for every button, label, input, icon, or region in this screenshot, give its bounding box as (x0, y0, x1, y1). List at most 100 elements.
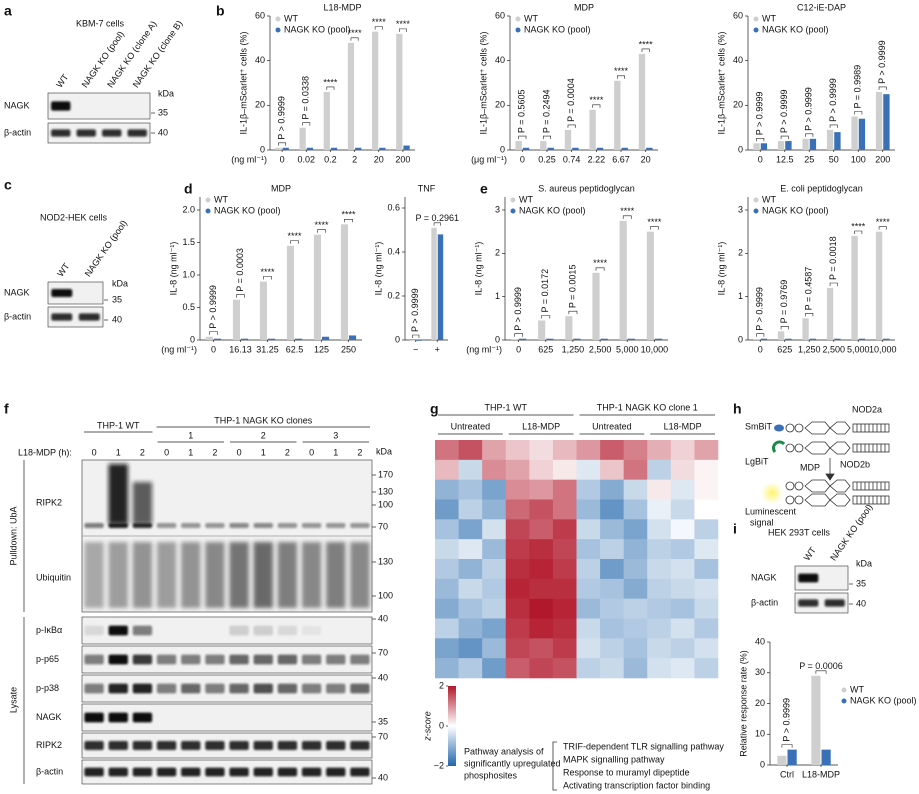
bar (760, 338, 768, 340)
heatmap-cell (482, 519, 507, 540)
bar (379, 147, 386, 150)
x-tick-label: 0.25 (538, 154, 556, 164)
marker-label: 70 (378, 647, 388, 657)
heatmap-cell (576, 479, 601, 500)
heatmap-cell (670, 459, 695, 480)
heatmap-cell (505, 479, 530, 500)
y-tick-label: 0 (495, 334, 500, 344)
label: LgBiT (745, 456, 769, 466)
legend-label: WT (524, 13, 538, 23)
heatmap-cell (647, 499, 672, 520)
blot-band (301, 741, 322, 750)
marker-label: 70 (378, 521, 388, 531)
x-tick-label: 2.22 (588, 154, 606, 164)
y-tick-label: 0.2 (387, 290, 400, 300)
legend-marker (205, 197, 211, 203)
panel-letter: a (4, 3, 12, 19)
annotation: P > 0.9999 (276, 96, 286, 140)
annotation: **** (589, 95, 604, 105)
annotation: P > 0.9999 (410, 288, 420, 332)
time-label: L18-MDP (h): (18, 447, 72, 457)
x-tick-label: 20 (641, 154, 651, 164)
x-tick-label: 31.25 (256, 344, 279, 354)
x-tick-label: 0.74 (563, 154, 581, 164)
y-axis-label: IL-1β–mScarlet⁺ cells (%) (716, 32, 726, 135)
marker-label: 100 (378, 499, 393, 509)
blot-band (798, 599, 819, 607)
heatmap-cell (694, 638, 719, 659)
annotation: P > 0.9999 (755, 92, 765, 136)
colorbar-tick-label: 0 (439, 720, 444, 730)
static-texts: SmBiT NOD2a LgBiT NOD2b MDP Luminescent … (464, 404, 882, 790)
significance-bracket (374, 26, 383, 30)
bar (565, 316, 573, 340)
significance-bracket (595, 267, 605, 271)
panel-letter: g (430, 401, 439, 417)
lane-label: NAGK KO (pool) (828, 502, 874, 562)
bar (785, 141, 792, 150)
blot-band (301, 654, 322, 665)
heatmap-cell (458, 638, 483, 659)
heatmap-cell (482, 459, 507, 480)
blot-smear (156, 542, 177, 608)
annotation: P = 0.0003 (235, 248, 245, 292)
bar (205, 336, 213, 340)
heatmap-cell (458, 479, 483, 500)
annotation: **** (314, 220, 329, 230)
heatmap-cell (552, 440, 577, 461)
panel-letter: d (184, 181, 193, 197)
label: MDP (800, 462, 820, 472)
heatmap-cell (576, 539, 601, 560)
heatmap-cell (647, 658, 672, 679)
heatmap-cell (600, 638, 624, 659)
significance-bracket (236, 294, 245, 298)
blot-band (350, 654, 370, 665)
legend-label: WT (519, 194, 533, 204)
bar (785, 338, 792, 340)
blot-smear (277, 542, 298, 608)
row-label: p-p38 (36, 683, 59, 693)
bar (834, 338, 841, 340)
annotation: **** (639, 39, 654, 49)
y-tick-label: 0 (260, 144, 265, 154)
significance-bracket (829, 124, 838, 128)
bar (638, 53, 646, 150)
annotation: P > 0.9999 (513, 287, 523, 331)
pathway-heading: significantly upregulated (464, 758, 561, 768)
pathway-item: MAPK signalling pathway (563, 754, 665, 764)
heatmap-cell (623, 618, 648, 639)
significance-bracket (317, 229, 326, 233)
annotation: **** (647, 217, 662, 227)
blot (794, 592, 849, 614)
chart-title: TNF (418, 183, 436, 193)
blot-band (84, 523, 104, 528)
x-tick-label: 2 (352, 154, 357, 164)
heatmap-cell (529, 658, 554, 679)
blot-band (108, 683, 128, 694)
heatmap-cell (458, 499, 483, 520)
significance-bracket (854, 230, 863, 234)
blot-band (84, 767, 104, 777)
bar (826, 129, 834, 150)
heatmap-cell (647, 459, 672, 480)
heatmap-cell (552, 638, 577, 659)
heatmap-cell (694, 499, 719, 520)
marker-label: 40 (378, 613, 388, 623)
legend-marker (205, 208, 211, 214)
bar (654, 338, 663, 340)
condition-header: Untreated (592, 421, 632, 431)
x-tick-label: 16.13 (229, 344, 252, 354)
bar (621, 147, 628, 150)
heatmap-cell (647, 638, 672, 659)
pathway-item: TRIF-dependent TLR signalling pathway (563, 741, 724, 751)
x-tick-label: 200 (875, 154, 890, 164)
blot-smear (181, 542, 201, 608)
y-tick-label: 0 (395, 334, 400, 344)
legend-label: NAGK KO (pool) (762, 205, 829, 215)
blot-band (181, 683, 201, 694)
blot-band (277, 767, 298, 777)
colorbar-tick-label: 2 (439, 680, 444, 690)
heatmap-cell (458, 658, 483, 679)
heatmap-cell (576, 440, 601, 461)
row-label: β-actin (36, 766, 63, 776)
